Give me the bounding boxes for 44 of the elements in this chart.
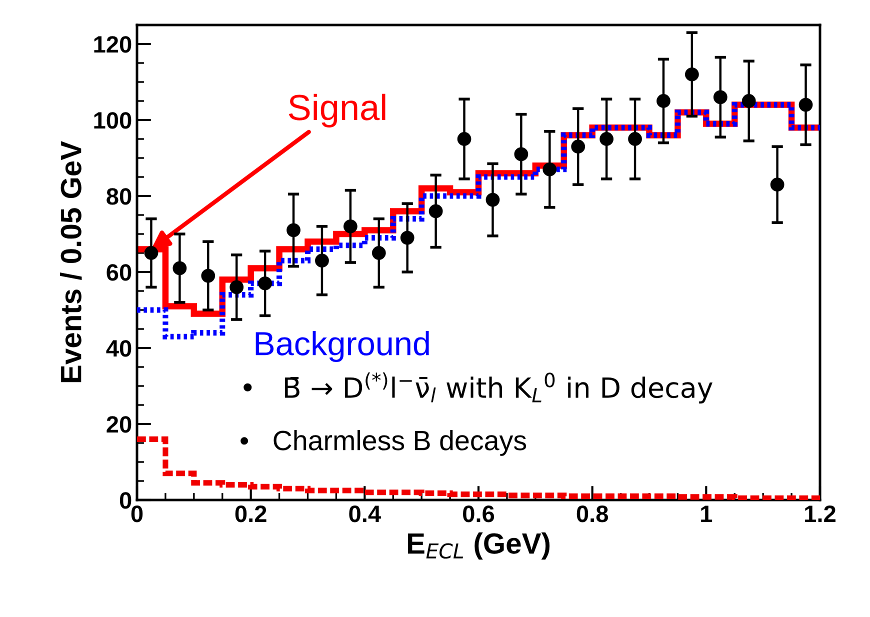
point (457, 132, 472, 146)
point (258, 276, 272, 290)
x-tick-label: 0 (131, 505, 143, 522)
y-tick-label: 40 (106, 340, 132, 357)
point (201, 268, 216, 283)
annotation: • Charmless B decays (240, 430, 526, 456)
point (172, 261, 187, 276)
point (798, 98, 813, 112)
point (571, 140, 586, 154)
point (514, 147, 528, 162)
annotation: Signal (288, 94, 386, 128)
x-tick-label: 0.2 (235, 505, 266, 522)
point (713, 90, 728, 104)
x-tick-label: 1.2 (805, 505, 836, 522)
point (656, 94, 670, 108)
x-tick-label: 0.6 (463, 505, 494, 522)
point (230, 280, 244, 294)
y-tick-label: 0 (120, 492, 132, 509)
point (315, 254, 329, 268)
point (628, 132, 642, 146)
point (286, 223, 300, 238)
y-tick-label: 100 (94, 112, 132, 129)
point (400, 230, 414, 245)
y-axis-title: Events / 0.05 GeV (60, 141, 82, 382)
point (542, 162, 557, 176)
y-tick-label: 120 (94, 36, 132, 53)
point (684, 67, 699, 82)
y-tick-label: 80 (106, 188, 132, 205)
point (428, 204, 443, 218)
point (742, 94, 756, 108)
x-tick-label: 0.4 (349, 505, 381, 522)
point (372, 246, 386, 260)
point (343, 219, 358, 234)
x-axis-title: E$_{ECL}$ (GeV) (408, 532, 550, 560)
point (144, 246, 158, 260)
point (600, 132, 614, 146)
y-tick-label: 20 (106, 416, 132, 433)
point (486, 192, 500, 207)
x-tick-label: 0.8 (576, 505, 608, 522)
annotation: Background (256, 330, 429, 362)
text: • B̄ → D$^{(*)}$l$^{−}$ν̄$_{l}$ with K$_{L}$$^{0}$ in D decay (244, 372, 712, 404)
x-tick-label: 1 (701, 506, 712, 522)
y-tick-label: 60 (106, 264, 132, 281)
point (770, 178, 784, 192)
